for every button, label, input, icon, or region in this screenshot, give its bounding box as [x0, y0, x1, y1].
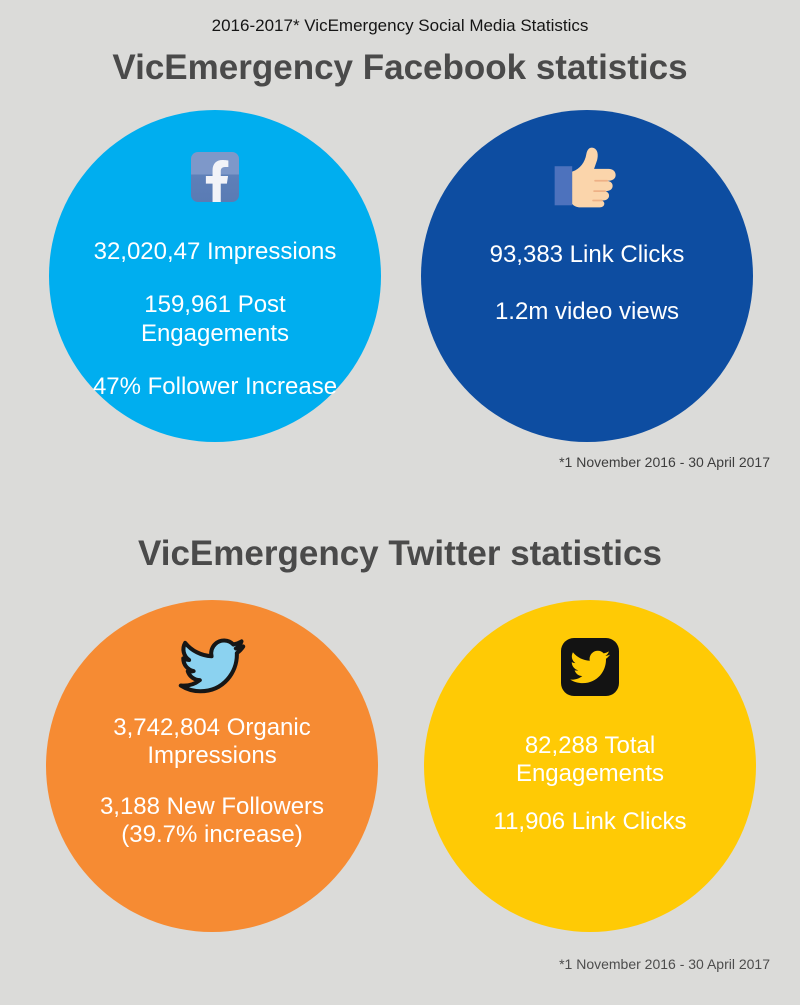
twitter-app-icon — [424, 600, 756, 696]
facebook-stats-circle: 32,020,47 Impressions 159,961 Post Engag… — [49, 110, 381, 442]
facebook-clicks-stats: 93,383 Link Clicks 1.2m video views — [421, 241, 753, 327]
twitter-organic-circle: 3,742,804 Organic Impressions 3,188 New … — [46, 600, 378, 932]
twitter-engagement-stats: 82,288 Total Engagements 11,906 Link Cli… — [424, 732, 756, 836]
stat-total-engagements: 82,288 Total Engagements — [515, 732, 665, 788]
page-title: 2016-2017* VicEmergency Social Media Sta… — [211, 16, 589, 35]
stat-organic-impressions: 3,742,804 Organic Impressions — [113, 714, 311, 770]
stat-new-followers: 3,188 New Followers (39.7% increase) — [99, 792, 325, 848]
facebook-stats: 32,020,47 Impressions 159,961 Post Engag… — [49, 238, 381, 401]
facebook-section-heading: VicEmergency Facebook statistics — [112, 48, 688, 87]
stat-video-views: 1.2m video views — [494, 298, 680, 326]
twitter-engagement-circle: 82,288 Total Engagements 11,906 Link Cli… — [424, 600, 756, 932]
twitter-period-footnote: *1 November 2016 - 30 April 2017 — [559, 956, 770, 972]
stat-link-clicks: 93,383 Link Clicks — [489, 241, 685, 268]
stat-twitter-link-clicks: 11,906 Link Clicks — [493, 807, 687, 835]
stat-follower-increase: 47% Follower Increase — [92, 372, 338, 400]
stat-post-engagements: 159,961 Post Engagements — [140, 291, 290, 347]
twitter-organic-stats: 3,742,804 Organic Impressions 3,188 New … — [46, 714, 378, 849]
twitter-bird-icon — [46, 600, 378, 696]
facebook-clicks-circle: 93,383 Link Clicks 1.2m video views — [421, 110, 753, 442]
facebook-logo-icon — [49, 110, 381, 202]
twitter-section-heading: VicEmergency Twitter statistics — [138, 534, 662, 573]
thumbs-up-icon — [421, 110, 753, 208]
stat-impressions: 32,020,47 Impressions — [93, 238, 337, 265]
facebook-period-footnote: *1 November 2016 - 30 April 2017 — [559, 454, 770, 470]
